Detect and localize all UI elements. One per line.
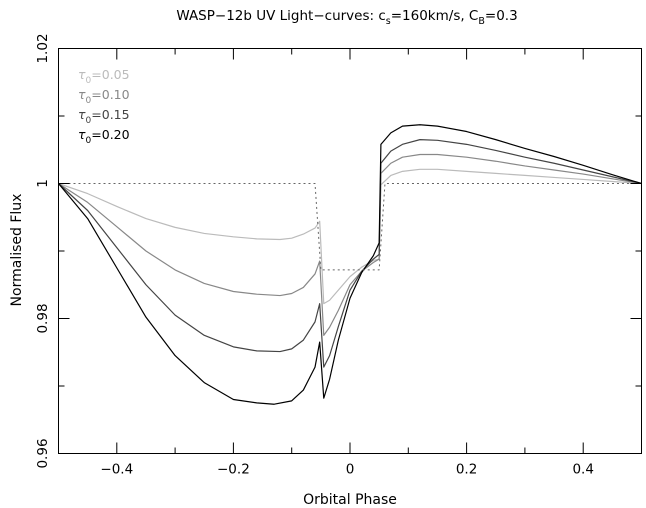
chart-title-suffix: =0.3 <box>485 8 518 24</box>
legend-subscript: 0 <box>86 96 92 106</box>
y-tick-label: 0.98 <box>35 303 51 333</box>
legend-entry: τ0=0.05 <box>78 67 130 86</box>
x-tick-label: 0 <box>346 462 355 478</box>
chart-title-sub2: B <box>478 16 485 27</box>
axis-ticks <box>58 48 642 454</box>
legend-value: =0.05 <box>91 67 129 82</box>
chart-title-sub1: s <box>386 16 391 27</box>
model-step-line <box>58 183 642 271</box>
y-axis-label: Normalised Flux <box>9 194 25 307</box>
series-line-4 <box>58 124 642 405</box>
chart-title: WASP−12b UV Light−curves: cs=160km/s, CB… <box>176 8 517 27</box>
legend-tau-symbol: τ <box>78 107 86 122</box>
x-axis-label: Orbital Phase <box>303 492 397 508</box>
legend-value: =0.10 <box>91 87 129 102</box>
series-line-2 <box>58 153 642 336</box>
legend-subscript: 0 <box>86 116 92 126</box>
legend-tau-symbol: τ <box>78 87 86 102</box>
x-tick-label: 0.2 <box>456 462 477 478</box>
chart-title-mid: =160km/s, C <box>391 8 479 24</box>
legend-value: =0.15 <box>91 107 129 122</box>
legend-entry: τ0=0.20 <box>78 127 130 146</box>
series-line-3 <box>58 139 642 368</box>
legend-value: =0.20 <box>91 127 129 142</box>
legend-subscript: 0 <box>86 136 92 146</box>
plot-lines <box>58 124 642 405</box>
y-tick-label: 1 <box>35 179 51 188</box>
axis-tick-labels: −0.4 −0.2 0 0.2 0.4 0.96 0.98 1 1.02 <box>35 33 594 477</box>
legend-entry: τ0=0.15 <box>78 107 130 126</box>
legend-subscript: 0 <box>86 76 92 86</box>
legend-entry: τ0=0.10 <box>78 87 130 106</box>
x-tick-label: 0.4 <box>572 462 593 478</box>
series-line-1 <box>58 168 642 305</box>
y-tick-label: 0.96 <box>35 438 51 468</box>
x-tick-label: −0.2 <box>217 462 250 478</box>
y-tick-label: 1.02 <box>35 33 51 63</box>
legend-tau-symbol: τ <box>78 127 86 142</box>
x-tick-label: −0.4 <box>100 462 133 478</box>
chart-title-prefix: WASP−12b UV Light−curves: c <box>176 8 385 24</box>
legend-tau-symbol: τ <box>78 67 86 82</box>
